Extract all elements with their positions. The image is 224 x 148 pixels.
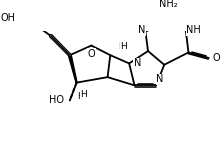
Text: N: N xyxy=(134,58,141,68)
Text: H: H xyxy=(121,42,127,51)
Polygon shape xyxy=(50,35,70,55)
Text: OH: OH xyxy=(1,13,16,23)
Text: NH₂: NH₂ xyxy=(159,0,178,9)
Text: N: N xyxy=(157,74,164,84)
Text: NH: NH xyxy=(187,25,201,35)
Text: O: O xyxy=(213,53,221,63)
Text: H: H xyxy=(80,90,87,99)
Polygon shape xyxy=(68,55,77,83)
Text: O: O xyxy=(88,49,95,59)
Text: N: N xyxy=(138,25,145,35)
Text: HO: HO xyxy=(49,95,64,106)
Text: H: H xyxy=(118,42,124,51)
Text: H: H xyxy=(77,92,84,101)
